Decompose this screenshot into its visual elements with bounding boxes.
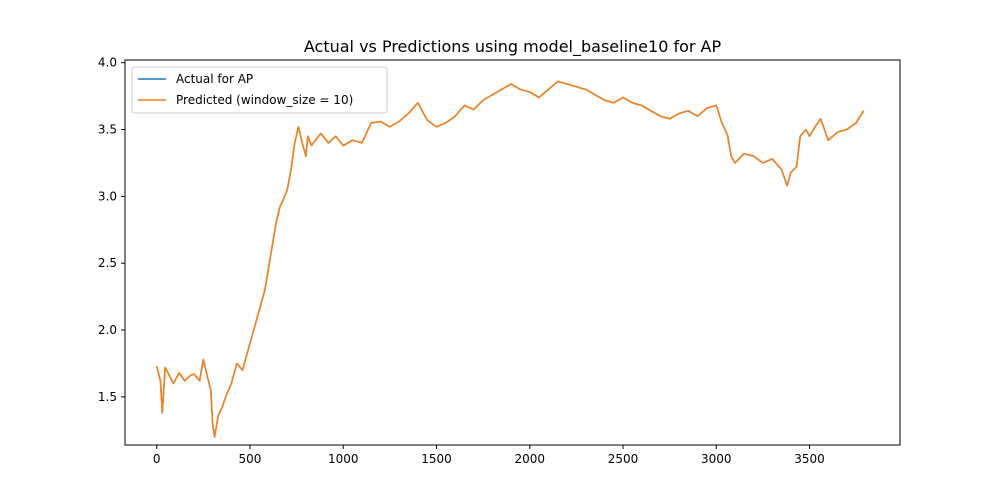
x-tick-label: 1000 bbox=[328, 452, 359, 466]
legend-box bbox=[131, 66, 388, 114]
x-tick-label: 500 bbox=[239, 452, 262, 466]
y-tick-label: 1.5 bbox=[98, 390, 117, 404]
y-tick-label: 2.5 bbox=[98, 256, 117, 270]
x-tick-label: 3500 bbox=[794, 452, 825, 466]
x-axis: 0 500 1000 1500 2000 2500 3000 3500 bbox=[153, 445, 825, 466]
x-tick-label: 3000 bbox=[701, 452, 732, 466]
legend-label: Predicted (window_size = 10) bbox=[176, 93, 353, 107]
x-tick-label: 0 bbox=[153, 452, 161, 466]
legend-label: Actual for AP bbox=[176, 72, 253, 86]
y-tick-label: 3.5 bbox=[98, 123, 117, 137]
y-tick-label: 2.0 bbox=[98, 323, 117, 337]
plot-area-frame bbox=[124, 59, 901, 446]
x-tick-label: 1500 bbox=[421, 452, 452, 466]
y-tick-label: 3.0 bbox=[98, 189, 117, 203]
x-tick-label: 2500 bbox=[608, 452, 639, 466]
x-tick-label: 2000 bbox=[514, 452, 545, 466]
series-layer bbox=[155, 80, 865, 438]
y-tick-label: 4.0 bbox=[98, 56, 117, 70]
chart-title: Actual vs Predictions using model_baseli… bbox=[304, 37, 722, 57]
series-line-predicted bbox=[155, 80, 865, 438]
y-axis: 1.5 2.0 2.5 3.0 3.5 4.0 bbox=[98, 56, 125, 404]
legend: Actual for AP Predicted (window_size = 10… bbox=[131, 66, 388, 114]
